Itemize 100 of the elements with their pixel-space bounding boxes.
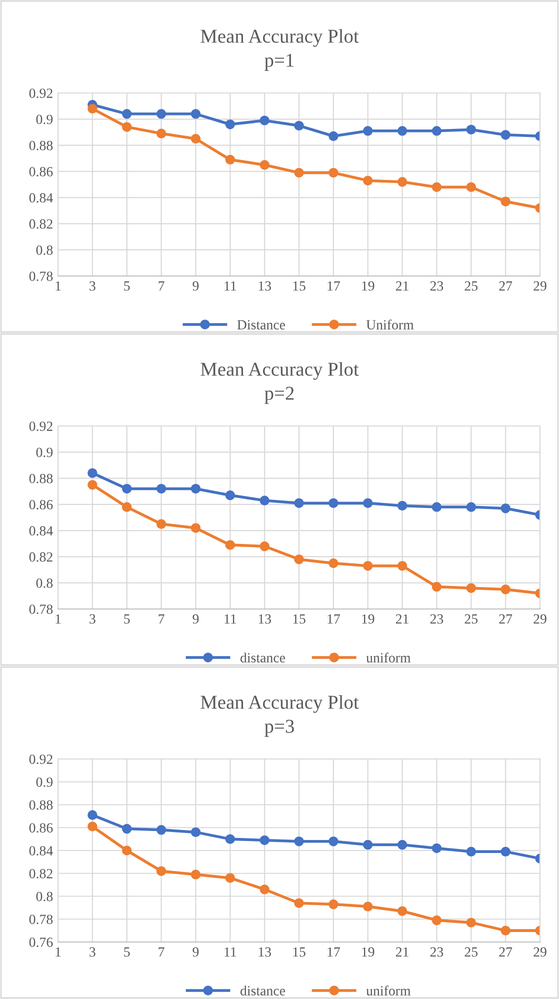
point: [260, 116, 270, 126]
point: [328, 131, 338, 141]
point: [156, 484, 166, 494]
x-tick-label: 25: [464, 614, 478, 624]
point: [122, 484, 132, 494]
x-tick-label: 17: [328, 947, 340, 956]
y-tick-label: 0.86: [29, 167, 53, 176]
y-tick-label: 0.9: [36, 448, 53, 458]
point: [328, 558, 338, 568]
point: [466, 918, 476, 928]
y-tick-label: 0.92: [29, 754, 52, 764]
x-tick-label: 7: [158, 614, 164, 624]
x-tick-label: 23: [430, 947, 444, 957]
point: [432, 126, 442, 136]
y-tick-label: 0.8: [36, 578, 53, 588]
point: [294, 836, 304, 846]
point: [397, 906, 408, 916]
point: [466, 583, 476, 593]
x-tick-label: 29: [534, 614, 546, 624]
y-tick-label: 0.84: [29, 193, 53, 203]
y-tick-label: 0.9: [36, 114, 53, 124]
point: [432, 915, 442, 926]
point: [260, 884, 270, 894]
point: [88, 822, 98, 832]
x-tick-label: 1: [56, 947, 61, 956]
x-tick-label: 9: [192, 281, 199, 291]
point: [362, 561, 373, 571]
x-tick-label: 3: [90, 281, 96, 291]
legend-label: Distance: [237, 320, 286, 330]
y-tick-label: 0.78: [29, 604, 53, 614]
y-tick-label: 0.86: [29, 500, 53, 510]
x-tick-label: 29: [534, 947, 546, 957]
point: [156, 109, 166, 119]
point: [122, 502, 132, 512]
x-tick-label: 25: [464, 281, 478, 291]
x-tick-label: 5: [124, 947, 130, 957]
point: [500, 926, 510, 936]
y-tick-label: 0.88: [29, 474, 53, 484]
point: [260, 541, 270, 552]
x-tick-label: 13: [258, 614, 271, 624]
x-tick-label: 21: [396, 614, 408, 624]
x-tick-label: 11: [224, 281, 236, 290]
point: [294, 498, 304, 508]
point: [190, 109, 201, 119]
legend-label: distance: [240, 652, 286, 662]
point: [88, 810, 98, 820]
point: [294, 168, 304, 178]
point: [294, 898, 304, 908]
x-tick-label: 13: [258, 947, 271, 957]
y-tick-label: 0.84: [29, 526, 53, 536]
point: [500, 846, 510, 857]
point: [225, 154, 236, 165]
x-tick-label: 15: [293, 947, 306, 957]
x-tick-label: 7: [158, 281, 164, 290]
point: [260, 835, 270, 846]
point: [190, 484, 201, 494]
point: [122, 846, 132, 856]
x-tick-label: 11: [224, 947, 236, 956]
y-tick-label: 0.8: [36, 245, 53, 255]
x-tick-label: 11: [224, 614, 236, 624]
chart-title: Mean Accuracy Plot: [200, 29, 359, 47]
y-tick-label: 0.92: [29, 88, 52, 98]
x-tick-label: 21: [396, 281, 408, 290]
point: [397, 177, 408, 187]
point: [328, 899, 338, 910]
legend-label: Uniform: [366, 320, 414, 330]
point: [190, 134, 201, 144]
chart-subtitle: p=3: [264, 720, 294, 737]
point: [362, 126, 373, 136]
point: [328, 168, 338, 178]
y-tick-label: 0.88: [29, 140, 53, 150]
point: [225, 834, 236, 844]
point: [397, 126, 408, 136]
point: [225, 873, 236, 883]
x-tick-label: 5: [124, 281, 130, 291]
point: [260, 496, 270, 506]
y-tick-label: 0.76: [29, 938, 53, 948]
x-tick-label: 5: [124, 614, 130, 624]
point: [328, 836, 338, 846]
point: [466, 846, 476, 857]
y-tick-label: 0.82: [29, 219, 52, 229]
point: [500, 503, 510, 514]
x-tick-label: 17: [328, 281, 340, 290]
x-tick-label: 19: [362, 614, 374, 624]
point: [397, 500, 408, 511]
point: [225, 490, 236, 500]
x-tick-label: 23: [430, 614, 444, 624]
x-tick-label: 27: [499, 947, 512, 956]
x-tick-label: 15: [293, 281, 306, 291]
x-tick-label: 9: [192, 614, 199, 624]
y-tick-label: 0.78: [29, 272, 53, 282]
point: [362, 840, 373, 850]
point: [88, 480, 98, 490]
point: [190, 523, 201, 533]
y-tick-label: 0.84: [29, 846, 53, 856]
x-tick-label: 19: [362, 281, 374, 291]
y-tick-label: 0.8: [36, 892, 53, 902]
point: [466, 182, 476, 192]
y-tick-label: 0.88: [29, 800, 53, 810]
point: [156, 866, 166, 876]
